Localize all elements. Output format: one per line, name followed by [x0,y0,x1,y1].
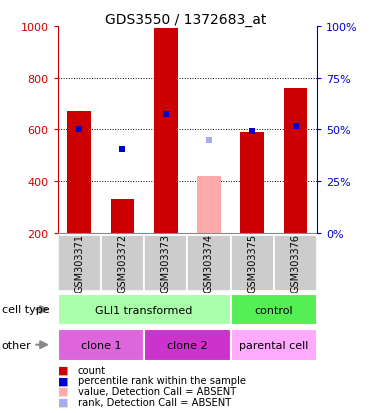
Text: GSM303375: GSM303375 [247,234,257,293]
Text: count: count [78,365,106,375]
Text: GSM303372: GSM303372 [118,234,127,293]
Text: other: other [2,340,32,350]
Bar [144,235,187,291]
Bar [231,294,317,325]
Text: parental cell: parental cell [239,340,309,350]
Bar [187,235,231,291]
Text: GDS3550 / 1372683_at: GDS3550 / 1372683_at [105,13,266,27]
Bar [58,294,231,325]
Text: ■: ■ [58,375,68,385]
Bar [58,329,144,361]
Text: clone 1: clone 1 [81,340,121,350]
Text: GLI1 transformed: GLI1 transformed [95,305,193,315]
Text: cell type: cell type [2,305,49,315]
Text: ■: ■ [58,365,68,375]
Text: rank, Detection Call = ABSENT: rank, Detection Call = ABSENT [78,397,231,407]
Bar [101,235,144,291]
Bar [197,177,221,233]
Text: percentile rank within the sample: percentile rank within the sample [78,375,246,385]
Text: GSM303374: GSM303374 [204,234,214,293]
Text: GSM303373: GSM303373 [161,234,171,293]
Text: ■: ■ [58,386,68,396]
Bar [231,329,317,361]
Text: GSM303371: GSM303371 [74,234,84,293]
Bar [154,29,178,233]
Bar [274,235,317,291]
Bar [144,329,231,361]
Bar [284,89,308,233]
Text: clone 2: clone 2 [167,340,208,350]
Text: GSM303376: GSM303376 [290,234,301,293]
Bar [111,200,134,233]
Text: value, Detection Call = ABSENT: value, Detection Call = ABSENT [78,386,236,396]
Bar [231,235,274,291]
Bar [58,235,101,291]
Bar [67,112,91,233]
Text: ■: ■ [58,397,68,407]
Text: control: control [255,305,293,315]
Bar [240,133,264,233]
